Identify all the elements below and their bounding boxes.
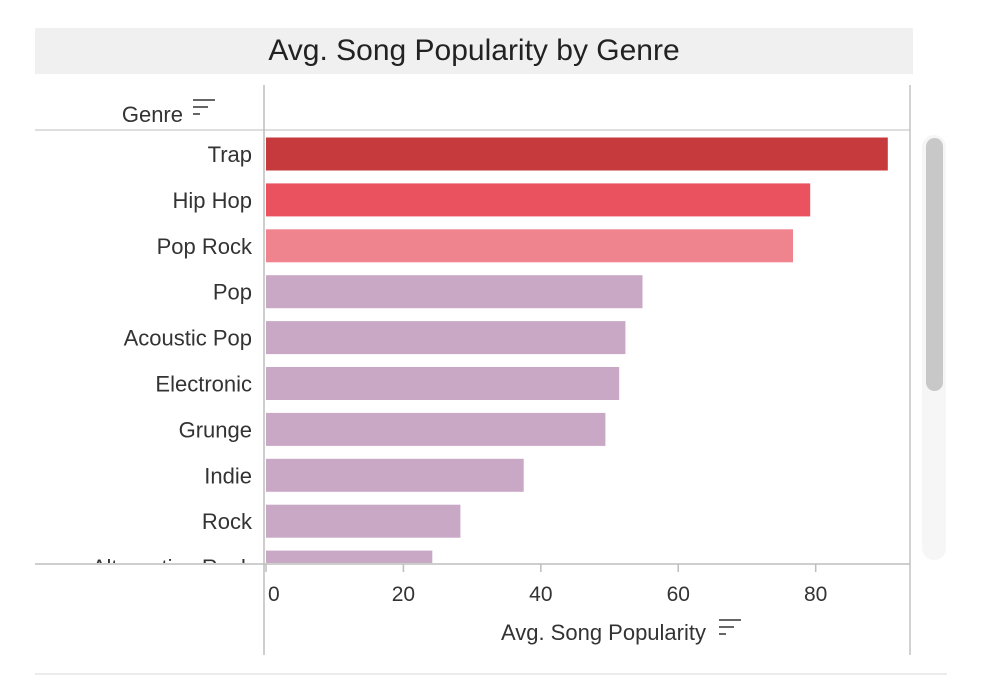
x-tick-label: 40 bbox=[529, 583, 552, 606]
bar-acoustic-pop[interactable] bbox=[266, 321, 626, 355]
bar-rock[interactable] bbox=[266, 504, 461, 538]
chart-title: Avg. Song Popularity by Genre bbox=[268, 34, 680, 67]
category-label: Electronic bbox=[155, 372, 252, 397]
x-tick-label: 80 bbox=[804, 583, 827, 606]
bar-pop-rock[interactable] bbox=[266, 229, 793, 263]
chart-title-bar: Avg. Song Popularity by Genre bbox=[35, 28, 913, 74]
x-tick-label: 20 bbox=[392, 583, 415, 606]
bar-alternative-rock[interactable] bbox=[266, 550, 433, 584]
x-tick-label: 0 bbox=[268, 583, 280, 606]
axis-sort-icon[interactable] bbox=[719, 619, 741, 635]
bar-hip-hop[interactable] bbox=[266, 183, 811, 217]
x-tick-label: 60 bbox=[667, 583, 690, 606]
category-label: Acoustic Pop bbox=[124, 326, 252, 351]
genre-sort-icon[interactable] bbox=[193, 99, 215, 115]
scrollbar-thumb[interactable] bbox=[926, 138, 943, 391]
category-label: Pop Rock bbox=[157, 234, 253, 259]
category-label: Rock bbox=[202, 509, 253, 534]
bottom-divider bbox=[35, 673, 947, 675]
category-label: Pop bbox=[213, 280, 252, 305]
category-label: Hip Hop bbox=[173, 188, 252, 213]
x-axis-label: Avg. Song Popularity bbox=[501, 620, 706, 645]
category-label: Alternative Rock bbox=[92, 555, 253, 580]
bar-grunge[interactable] bbox=[266, 412, 606, 446]
category-label: Grunge bbox=[179, 417, 252, 442]
bar-pop[interactable] bbox=[266, 275, 643, 309]
category-label: Trap bbox=[208, 142, 252, 167]
genre-header: Genre bbox=[122, 102, 183, 127]
category-label: Indie bbox=[204, 463, 252, 488]
bar-indie[interactable] bbox=[266, 458, 524, 492]
bar-electronic[interactable] bbox=[266, 367, 620, 400]
bar-trap[interactable] bbox=[266, 137, 888, 171]
